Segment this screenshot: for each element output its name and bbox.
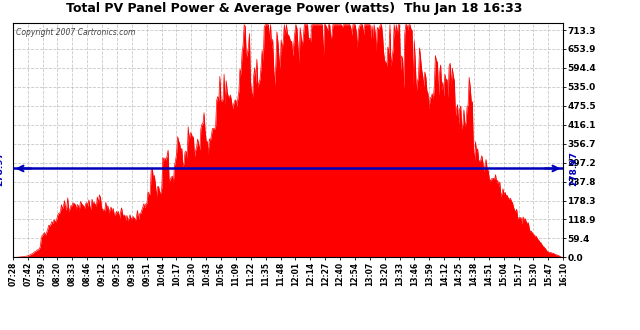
Text: Copyright 2007 Cartronics.com: Copyright 2007 Cartronics.com xyxy=(15,28,135,37)
Text: 278.97: 278.97 xyxy=(0,151,4,186)
Text: 278.97: 278.97 xyxy=(570,151,579,186)
Text: Total PV Panel Power & Average Power (watts)  Thu Jan 18 16:33: Total PV Panel Power & Average Power (wa… xyxy=(66,2,523,15)
